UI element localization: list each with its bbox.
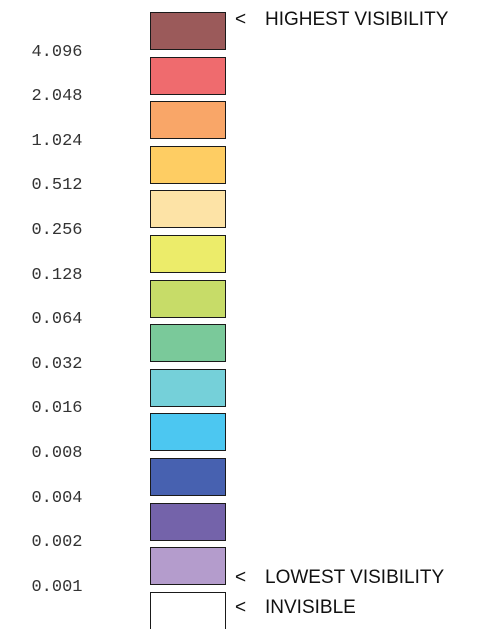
invisible-label: INVISIBLE <box>265 597 356 618</box>
color-swatch <box>150 12 226 50</box>
color-swatch <box>150 145 226 184</box>
highest-visibility-marker: < HIGHEST VISIBILITY <box>235 9 448 31</box>
value-label: 0.128 <box>31 265 83 285</box>
color-swatch <box>150 56 226 95</box>
value-label: 0.256 <box>31 221 83 240</box>
color-swatch <box>150 502 226 541</box>
lowest-visibility-label: LOWEST VISIBILITY <box>265 567 445 588</box>
value-label: 0.512 <box>31 176 83 196</box>
marker-arrow: < <box>235 567 247 588</box>
marker-arrow: < <box>235 9 247 30</box>
color-swatch <box>150 101 226 140</box>
value-label: 0.016 <box>31 399 83 419</box>
color-swatch <box>150 235 226 273</box>
color-swatch <box>150 190 226 229</box>
value-label: 0.001 <box>31 577 83 597</box>
highest-visibility-label: HIGHEST VISIBILITY <box>265 9 449 30</box>
lowest-visibility-marker: < LOWEST VISIBILITY <box>235 567 444 589</box>
value-label: 0.032 <box>31 354 83 374</box>
color-swatch <box>150 591 226 629</box>
value-label: 0.002 <box>31 533 83 553</box>
marker-arrow: < <box>235 597 247 618</box>
value-label: 1.024 <box>31 131 83 151</box>
color-swatch <box>150 368 226 407</box>
color-swatch <box>150 458 226 496</box>
value-label: 0.064 <box>31 310 83 330</box>
color-swatch <box>150 279 226 318</box>
color-swatch <box>150 413 226 452</box>
invisible-marker: < INVISIBLE <box>235 597 356 619</box>
color-swatch <box>150 547 226 586</box>
value-label: 4.096 <box>31 42 83 62</box>
value-label: 2.048 <box>31 87 83 107</box>
value-label: 0.004 <box>31 488 83 508</box>
value-label: 0.008 <box>31 444 83 463</box>
color-swatch <box>150 324 226 363</box>
